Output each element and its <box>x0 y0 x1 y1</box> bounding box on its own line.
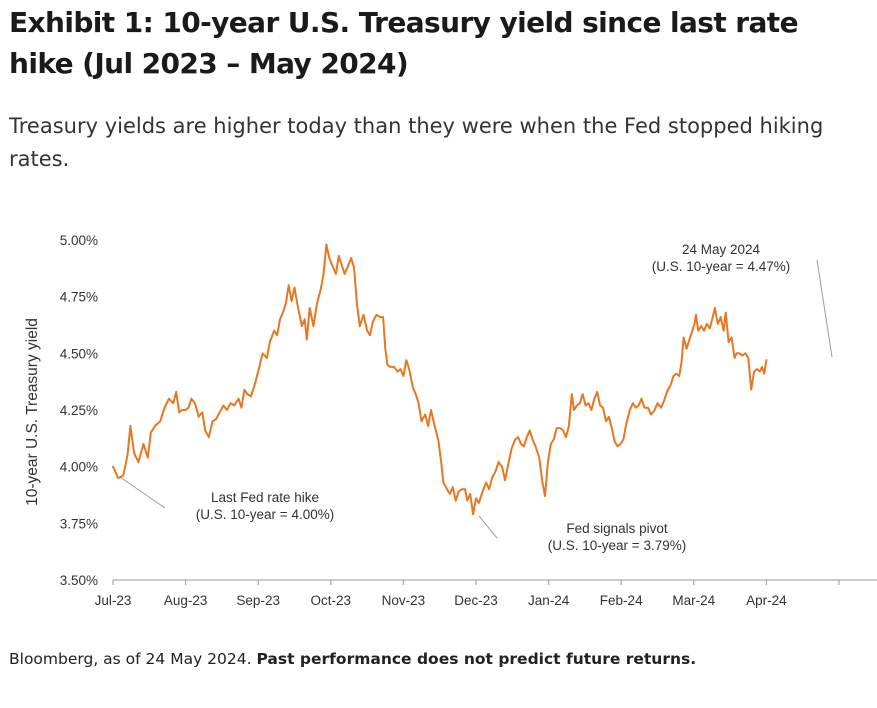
y-tick-label: 4.75% <box>60 290 98 305</box>
annotation-latest-line: (U.S. 10-year = 4.47%) <box>652 259 790 274</box>
annotation-pivot-line: Fed signals pivot <box>566 521 668 536</box>
y-axis-tick-labels: 3.50% 3.75% 4.00% 4.25% 4.50% 4.75% 5.00% <box>60 233 98 588</box>
leader-line-last-hike <box>119 476 166 509</box>
footer-source: Bloomberg, as of 24 May 2024. <box>9 650 252 668</box>
y-tick-label: 5.00% <box>60 233 98 248</box>
x-tick-label: Apr-24 <box>746 593 787 608</box>
annotation-latest-line: 24 May 2024 <box>682 242 761 257</box>
y-tick-label: 3.50% <box>60 573 98 588</box>
x-tick-label: Oct-23 <box>311 593 352 608</box>
x-axis-ticks: Jul-23 Aug-23 Sep-23 Oct-23 Nov-23 Dec-23 Jan-… <box>95 580 840 608</box>
x-tick-label: Dec-23 <box>454 593 498 608</box>
x-tick-label: Mar-24 <box>672 593 715 608</box>
annotation-pivot-line: (U.S. 10-year = 3.79%) <box>548 538 686 553</box>
chart-footer: Bloomberg, as of 24 May 2024. Past perfo… <box>9 650 696 668</box>
leader-line-latest <box>816 259 833 358</box>
yield-line-chart: 10-year U.S. Treasury yield 3.50% 3.75% 4.… <box>24 233 877 608</box>
x-tick-label: Aug-23 <box>164 593 208 608</box>
y-axis-label: 10-year U.S. Treasury yield <box>24 318 41 506</box>
y-tick-label: 4.00% <box>60 460 98 475</box>
annotation-leader-lines <box>119 259 833 539</box>
exhibit-title: Exhibit 1: 10-year U.S. Treasury yield s… <box>9 6 799 80</box>
y-axis-title: 10-year U.S. Treasury yield <box>24 318 41 506</box>
footer-disclaimer: Past performance does not predict future… <box>256 650 697 668</box>
annotation-last-hike-line: (U.S. 10-year = 4.00%) <box>196 507 334 522</box>
exhibit-subtitle: Treasury yields are higher today than th… <box>9 114 824 171</box>
y-tick-label: 4.25% <box>60 403 98 418</box>
x-tick-label: Jul-23 <box>95 593 132 608</box>
x-tick-label: Sep-23 <box>236 593 280 608</box>
annotation-last-hike-line: Last Fed rate hike <box>211 490 319 505</box>
treasury-yield-series-line <box>112 243 768 516</box>
leader-line-pivot <box>478 515 498 539</box>
y-tick-label: 3.75% <box>60 516 98 531</box>
annotations: Last Fed rate hike (U.S. 10-year = 4.00%)… <box>196 242 790 553</box>
x-tick-label: Nov-23 <box>382 593 426 608</box>
x-tick-label: Feb-24 <box>600 593 643 608</box>
y-tick-label: 4.50% <box>60 346 98 361</box>
x-tick-label: Jan-24 <box>528 593 570 608</box>
